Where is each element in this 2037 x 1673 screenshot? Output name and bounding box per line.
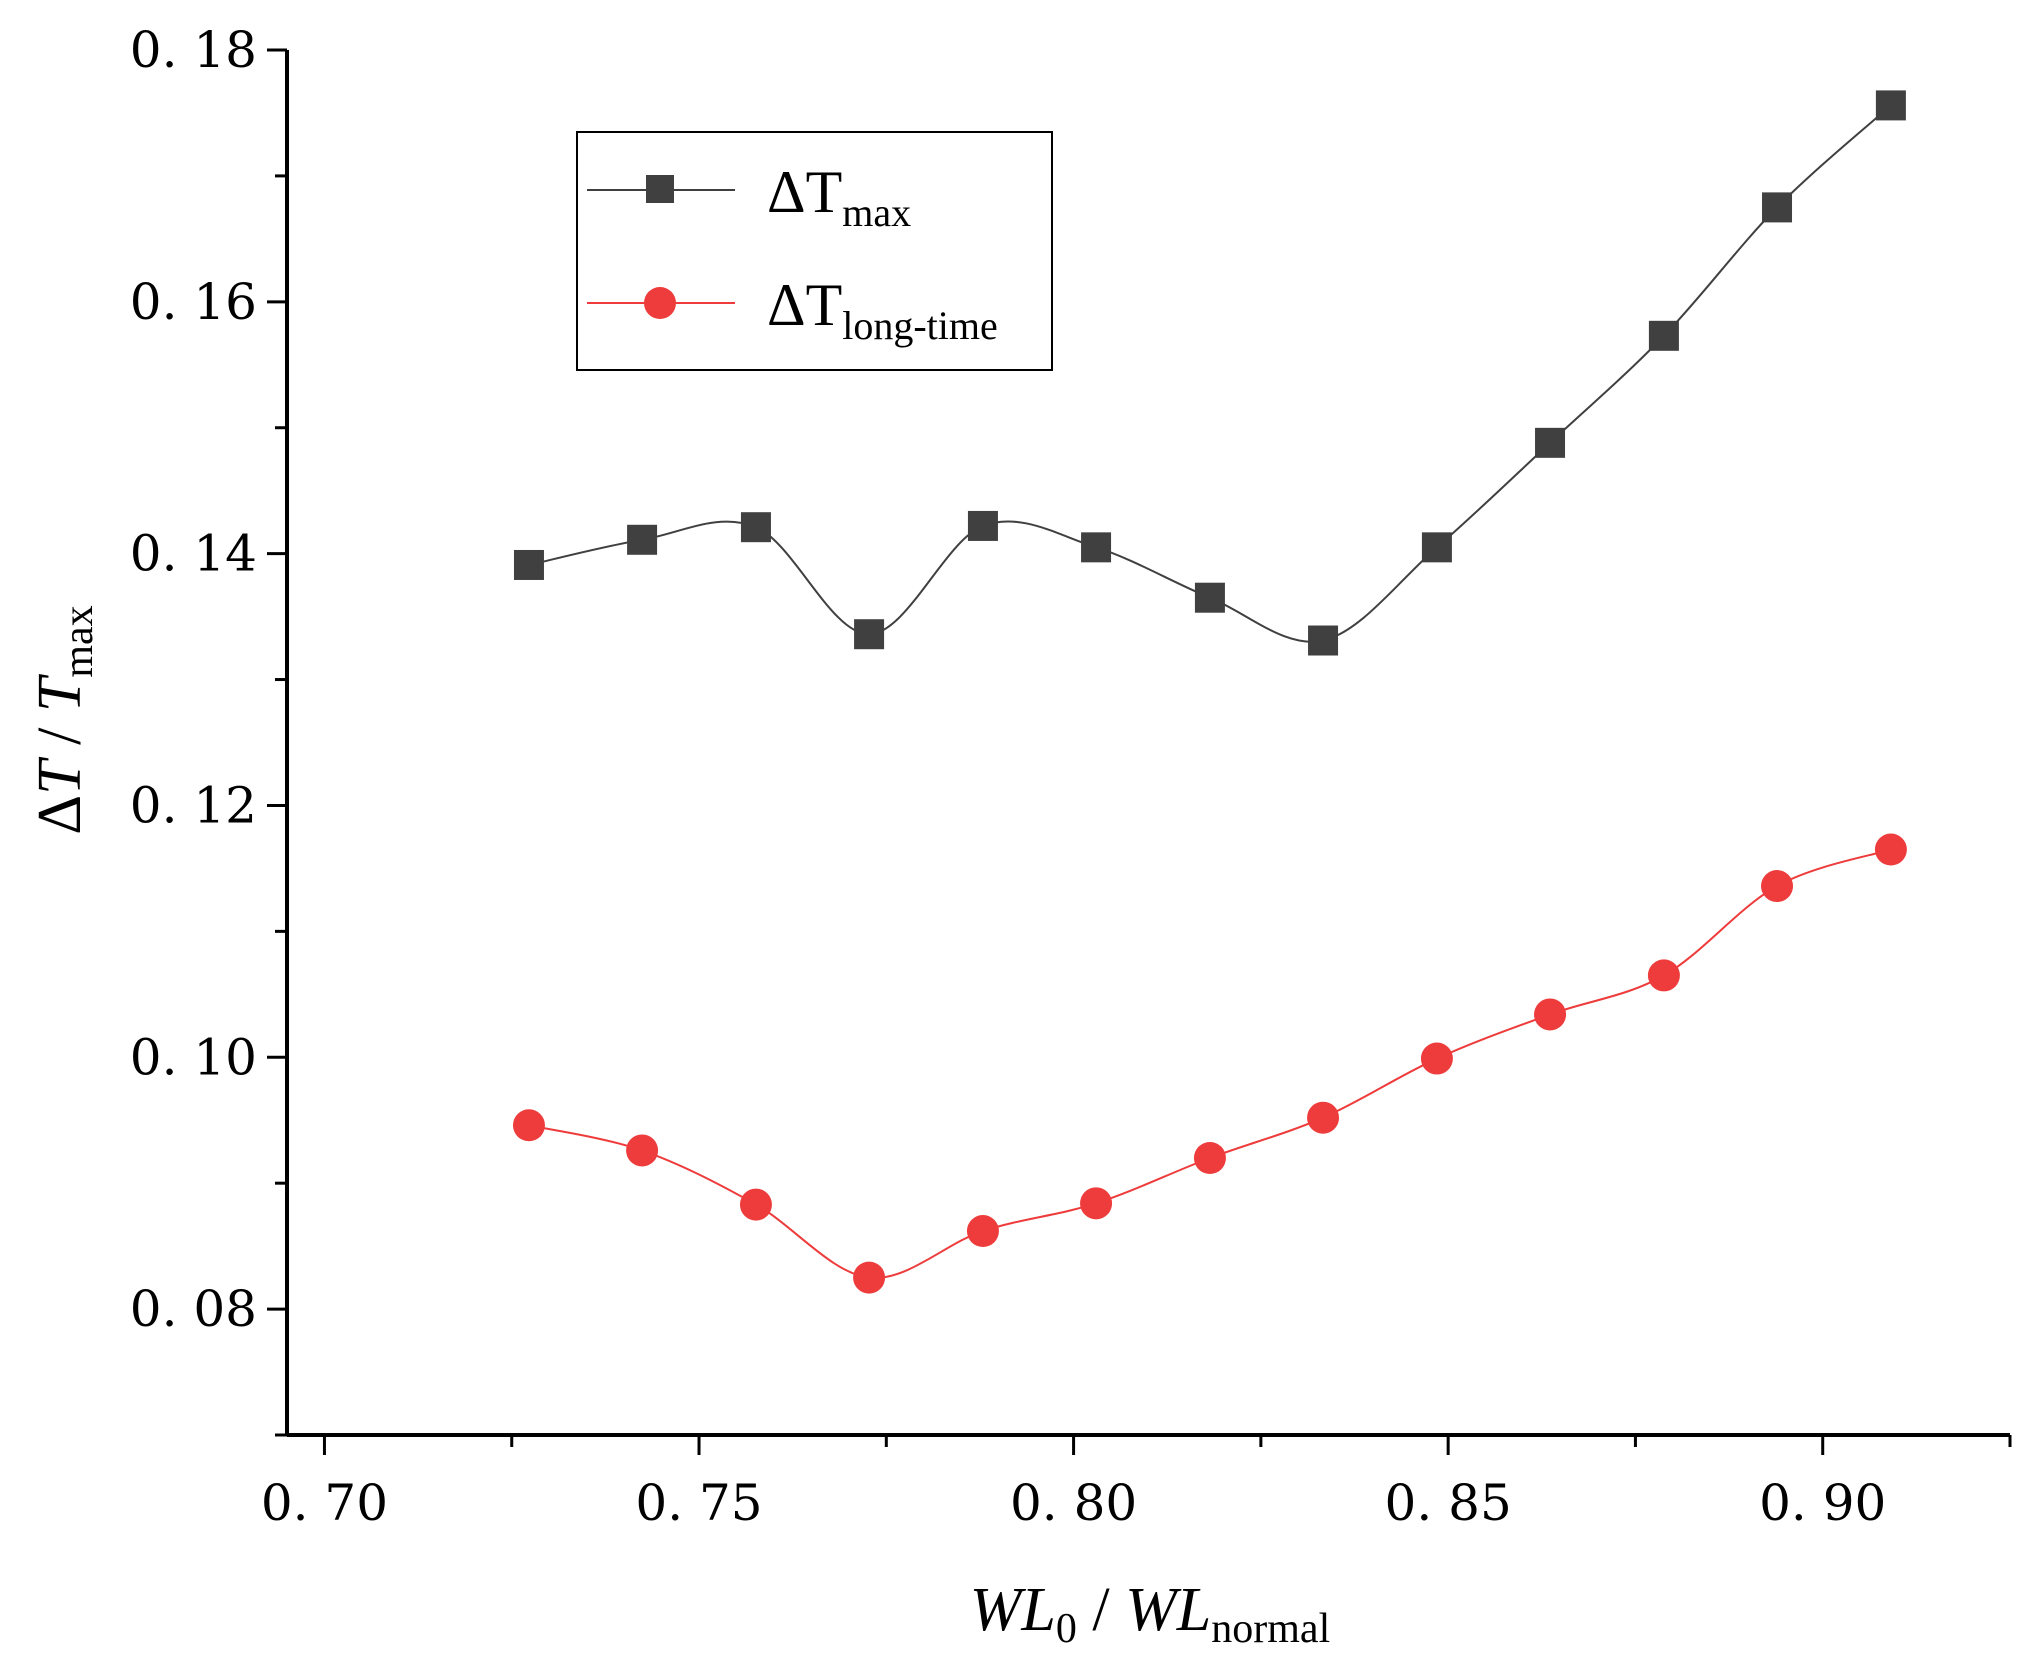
- legend-marker-square: [646, 175, 674, 203]
- data-point-max: [1421, 532, 1452, 563]
- y-tick-label: 0. 08: [130, 1280, 257, 1338]
- data-point-long-time: [1647, 959, 1680, 992]
- data-point-long-time: [739, 1188, 772, 1221]
- y-title-main: T: [26, 756, 94, 795]
- data-point-max: [1308, 625, 1339, 656]
- data-point-max: [967, 510, 998, 541]
- y-title-delta: Δ: [26, 795, 94, 835]
- data-point-long-time: [626, 1134, 659, 1167]
- legend-label-long-sub: long-time: [842, 303, 998, 348]
- y-tick-label: 0. 12: [130, 776, 257, 834]
- data-point-max: [1194, 582, 1225, 613]
- legend-label-long: ΔTlong-time: [767, 272, 998, 348]
- x-tick-label: 0. 75: [635, 1474, 762, 1532]
- x-title-sep: /: [1077, 1576, 1125, 1644]
- data-point-long-time: [1420, 1042, 1453, 1075]
- legend: ΔTmax ΔTlong-time: [576, 131, 1053, 371]
- x-tick-label: 0. 80: [1010, 1474, 1137, 1532]
- x-tick-label: 0. 90: [1759, 1474, 1886, 1532]
- y-axis-title: ΔT / Tmax: [26, 605, 102, 834]
- legend-marker-circle: [644, 287, 676, 319]
- legend-label-long-main: ΔT: [767, 272, 842, 338]
- y-title-sep: /: [26, 712, 94, 760]
- data-point-long-time: [512, 1109, 545, 1142]
- legend-box: [576, 131, 1053, 371]
- legend-label-max-sub: max: [842, 190, 911, 235]
- series-markers: [512, 90, 1907, 1294]
- y-title-main2: T: [26, 673, 94, 712]
- x-title-sub1: 0: [1056, 1606, 1077, 1652]
- data-point-max: [1081, 532, 1112, 563]
- axes: 0. 08 0. 10 0. 12 0. 14 0. 16 0. 18 0. 70 0. 75…: [130, 21, 2012, 1532]
- series-line-1: [528, 848, 1892, 1279]
- data-point-max: [740, 512, 771, 543]
- data-point-long-time: [1874, 833, 1907, 866]
- y-tick-label: 0. 14: [130, 525, 257, 583]
- x-tick-label: 0. 70: [261, 1474, 388, 1532]
- data-point-max: [1535, 427, 1566, 458]
- data-point-max: [1875, 90, 1906, 121]
- data-point-max: [627, 524, 658, 555]
- data-point-long-time: [1534, 998, 1567, 1031]
- y-tick-label: 0. 18: [130, 21, 257, 79]
- data-point-long-time: [1761, 870, 1794, 903]
- data-point-max: [854, 619, 885, 650]
- data-point-max: [513, 549, 544, 580]
- y-title-sub: max: [56, 605, 102, 677]
- y-tick-label: 0. 16: [130, 273, 257, 331]
- data-point-long-time: [853, 1261, 886, 1294]
- x-tick-label: 0. 85: [1385, 1474, 1512, 1532]
- legend-label-max: ΔTmax: [767, 159, 911, 235]
- x-title-main2: WL: [1125, 1576, 1211, 1644]
- x-axis-title: WL0 / WLnormal: [970, 1576, 1330, 1652]
- data-point-long-time: [966, 1215, 999, 1248]
- legend-label-max-main: ΔT: [767, 159, 842, 225]
- x-title-sub2: normal: [1211, 1606, 1330, 1652]
- data-point-long-time: [1080, 1187, 1113, 1220]
- data-point-max: [1762, 192, 1793, 223]
- data-point-max: [1648, 320, 1679, 351]
- data-point-long-time: [1193, 1142, 1226, 1174]
- x-title-main: WL: [970, 1576, 1056, 1644]
- y-tick-label: 0. 10: [130, 1028, 257, 1086]
- data-point-long-time: [1307, 1101, 1340, 1134]
